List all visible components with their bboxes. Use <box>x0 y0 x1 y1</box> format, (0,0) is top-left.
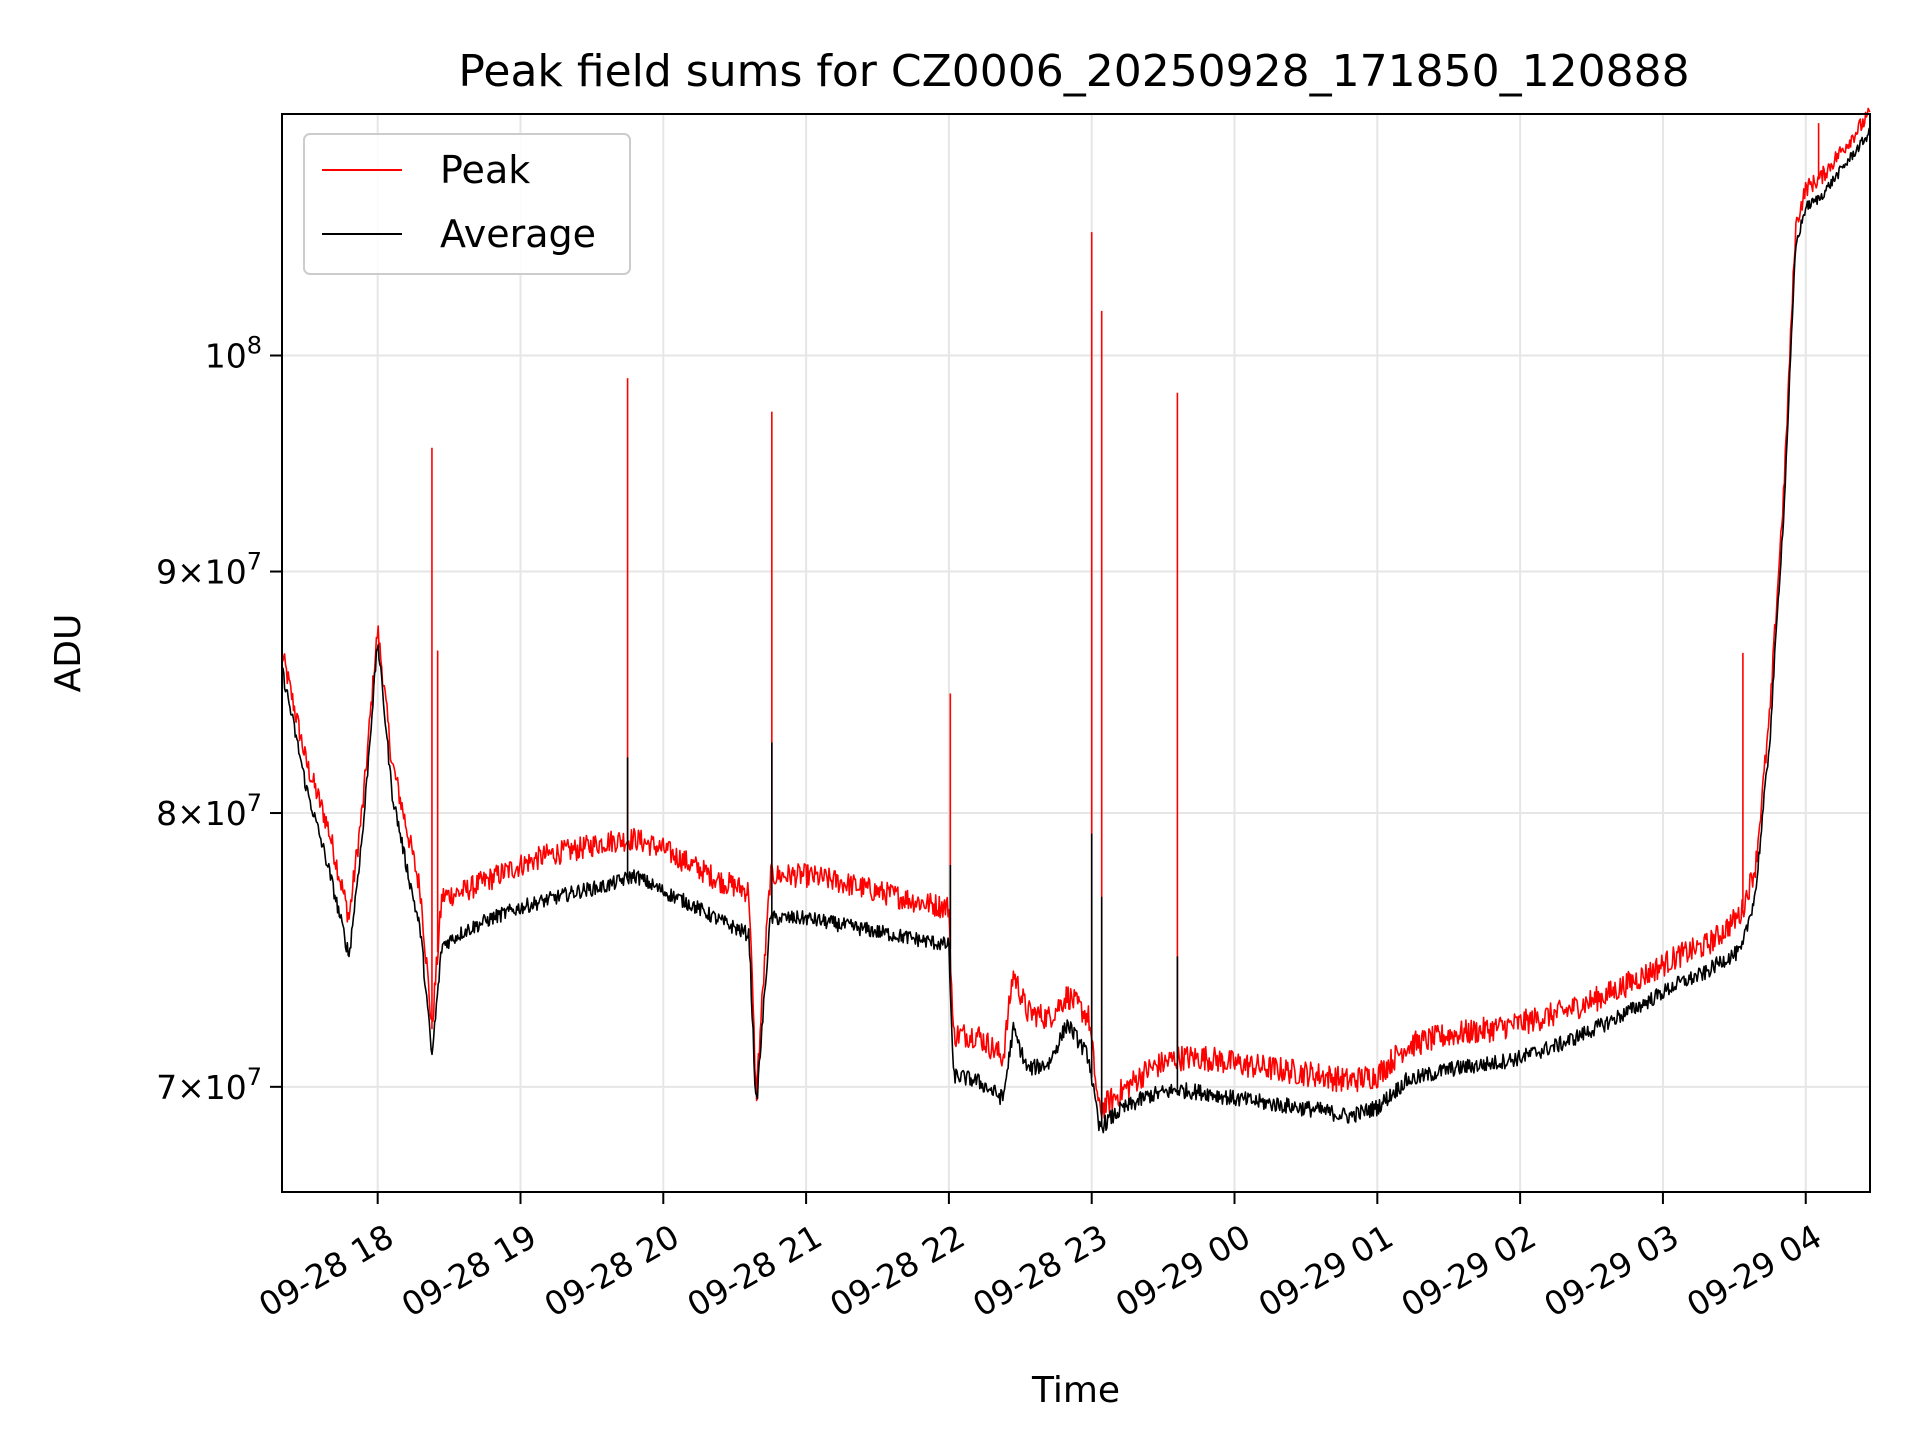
y-tick-base: 10 <box>205 337 247 376</box>
plot-frame <box>281 113 1871 1193</box>
legend-label-peak: Peak <box>440 148 530 192</box>
y-tick-mantissa: 8 <box>156 794 177 833</box>
y-tick-times: ×10 <box>177 1068 247 1107</box>
y-tick-mantissa: 9 <box>156 553 177 592</box>
y-tick-label: 108 <box>205 332 262 376</box>
legend-label-average: Average <box>440 212 596 256</box>
y-tick-label: 8×107 <box>156 789 262 833</box>
x-axis-label: Time <box>1031 1370 1120 1411</box>
series-line-peak <box>281 107 1871 1119</box>
y-tick-mantissa: 7 <box>156 1068 177 1107</box>
y-tick-exponent: 8 <box>247 332 262 360</box>
y-tick-times: ×10 <box>177 794 247 833</box>
series-layer <box>281 107 1871 1134</box>
y-tick-label: 9×107 <box>156 548 262 592</box>
y-axis-label: ADU <box>48 614 89 693</box>
legend: Peak Average <box>303 133 631 275</box>
y-tick-exponent: 7 <box>247 789 262 817</box>
y-tick-label: 7×107 <box>156 1063 262 1107</box>
series-line-average <box>281 127 1871 1134</box>
y-tick-exponent: 7 <box>247 1063 262 1091</box>
y-tick-exponent: 7 <box>247 548 262 576</box>
chart-title: Peak field sums for CZ0006_20250928_1718… <box>458 46 1689 97</box>
y-tick-times: ×10 <box>177 553 247 592</box>
